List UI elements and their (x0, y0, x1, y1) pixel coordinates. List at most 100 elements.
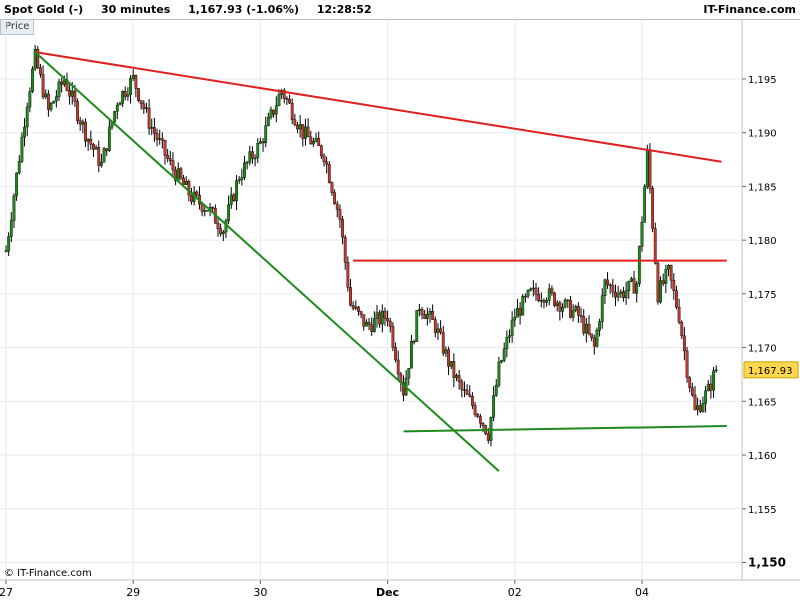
candle-body (139, 100, 143, 105)
candle-body (190, 194, 193, 202)
candle-body (407, 368, 411, 379)
candle-body (706, 383, 710, 392)
candle-body (598, 321, 602, 331)
candle-body (145, 107, 148, 110)
candle-body (89, 138, 93, 145)
timeframe-label[interactable]: 30 minutes (100, 3, 171, 16)
candle-body (309, 136, 313, 145)
candle-body (20, 136, 24, 162)
candle-body (526, 290, 530, 297)
candle-body (365, 322, 368, 327)
candle-body (513, 316, 517, 321)
candle-body (150, 127, 154, 129)
x-tick-label: 04 (635, 586, 649, 599)
candle-body (494, 384, 498, 396)
candle-body (176, 168, 180, 181)
candle-body (94, 147, 98, 150)
candle-body (714, 369, 718, 372)
candle-body (293, 119, 297, 126)
candle-body (531, 287, 535, 290)
candle-body (25, 106, 29, 128)
trendline-1[interactable] (34, 51, 722, 163)
candle-body (354, 306, 358, 309)
price-pane-tab[interactable]: Price (0, 20, 35, 35)
candle-body (380, 310, 384, 325)
candle-body (81, 121, 85, 125)
candle-body (383, 310, 387, 319)
candle-body (240, 177, 244, 180)
candle-body (648, 149, 652, 189)
candle-body (659, 280, 662, 303)
candle-body (264, 125, 268, 144)
candle-body (550, 288, 554, 294)
trendline-3[interactable] (34, 51, 500, 472)
candle-body (17, 161, 21, 174)
candle-body (372, 318, 376, 332)
candle-body (547, 288, 551, 301)
candle-body (367, 322, 371, 326)
candle-body (619, 291, 623, 294)
y-tick-label: 1,190 (748, 129, 777, 140)
candle-body (325, 161, 329, 165)
candle-body (423, 314, 427, 319)
candle-body (298, 124, 302, 130)
price-axis[interactable] (742, 20, 800, 580)
candle-body (622, 291, 625, 298)
candle-body (243, 162, 246, 178)
candle-body (182, 177, 185, 185)
candle-body (439, 328, 442, 333)
candle-body (62, 79, 66, 85)
x-tick-label: 02 (508, 586, 522, 599)
candle-body (259, 141, 262, 144)
candle-body (118, 102, 122, 106)
candle-body (473, 405, 477, 415)
candle-body (28, 91, 32, 108)
last-price-label: 1,167.93 (748, 366, 793, 377)
candle-body (33, 48, 37, 70)
candle-body (23, 126, 26, 138)
candle-body (57, 81, 61, 97)
candle-body (592, 337, 596, 347)
candle-body (553, 292, 556, 306)
candle-body (359, 311, 363, 315)
candle-body (205, 210, 209, 212)
candle-body (643, 186, 647, 223)
candle-body (685, 350, 689, 378)
candle-body (266, 116, 270, 126)
candle-body (441, 332, 445, 354)
candle-body (343, 237, 347, 263)
candle-body (640, 222, 644, 247)
candle-body (123, 90, 127, 97)
candle-body (489, 417, 493, 441)
candle-body (635, 283, 639, 294)
candle-body (447, 349, 450, 367)
candle-body (333, 192, 336, 205)
candle-body (476, 414, 480, 417)
candle-body (171, 160, 175, 171)
candle-body (542, 299, 546, 303)
trendline-4[interactable] (403, 425, 727, 433)
candle-body (696, 405, 700, 410)
candle-body (569, 299, 572, 318)
candle-body (158, 138, 162, 140)
candle-body (68, 90, 72, 97)
candle-body (460, 381, 464, 390)
candle-body (317, 138, 321, 146)
candle-body (680, 322, 684, 337)
x-tick-label: 30 (253, 586, 267, 599)
candle-body (232, 194, 236, 201)
candle-body (92, 144, 95, 150)
candle-body (539, 299, 543, 302)
candle-body (471, 396, 474, 406)
candle-body (121, 90, 125, 104)
candle-body (661, 280, 665, 284)
candle-body (253, 157, 257, 160)
candle-body (73, 90, 77, 102)
candle-body (219, 228, 223, 235)
candle-body (582, 316, 586, 334)
candle-body (76, 101, 79, 121)
candle-body (508, 335, 511, 338)
instrument-name: Spot Gold (-) (4, 3, 84, 16)
candle-body (616, 293, 620, 298)
